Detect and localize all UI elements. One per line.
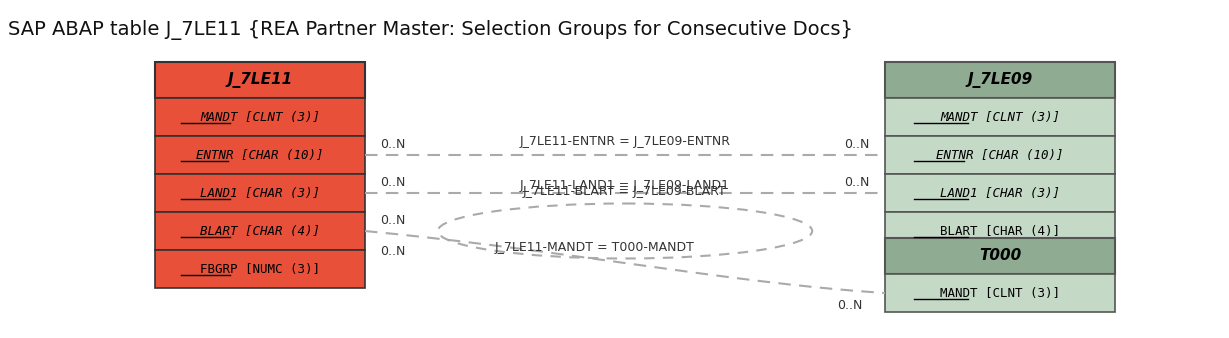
Text: SAP ABAP table J_7LE11 {REA Partner Master: Selection Groups for Consecutive Doc: SAP ABAP table J_7LE11 {REA Partner Mast… (9, 20, 853, 40)
FancyBboxPatch shape (155, 212, 365, 250)
FancyBboxPatch shape (885, 238, 1115, 274)
Text: ENTNR [CHAR (10)]: ENTNR [CHAR (10)] (197, 148, 323, 162)
Text: BLART [CHAR (4)]: BLART [CHAR (4)] (200, 224, 320, 238)
Text: J_7LE11-MANDT = T000-MANDT: J_7LE11-MANDT = T000-MANDT (495, 241, 694, 254)
Text: 0..N: 0..N (844, 138, 870, 151)
FancyBboxPatch shape (885, 136, 1115, 174)
Text: MANDT [CLNT (3)]: MANDT [CLNT (3)] (200, 111, 320, 123)
FancyBboxPatch shape (885, 98, 1115, 136)
FancyBboxPatch shape (885, 274, 1115, 312)
Text: T000: T000 (978, 248, 1021, 264)
FancyBboxPatch shape (885, 174, 1115, 212)
Text: MANDT [CLNT (3)]: MANDT [CLNT (3)] (940, 111, 1059, 123)
Text: LAND1 [CHAR (3)]: LAND1 [CHAR (3)] (200, 187, 320, 199)
Text: J_7LE11-ENTNR = J_7LE09-ENTNR: J_7LE11-ENTNR = J_7LE09-ENTNR (520, 135, 730, 147)
Text: J_7LE11: J_7LE11 (227, 72, 293, 88)
Text: FBGRP [NUMC (3)]: FBGRP [NUMC (3)] (200, 263, 320, 275)
Text: J_7LE09: J_7LE09 (967, 72, 1032, 88)
Text: J_7LE11-LAND1 = J_7LE09-LAND1: J_7LE11-LAND1 = J_7LE09-LAND1 (520, 178, 730, 192)
Text: 0..N: 0..N (837, 299, 863, 312)
Text: 0..N: 0..N (380, 245, 406, 258)
FancyBboxPatch shape (155, 62, 365, 98)
Text: MANDT [CLNT (3)]: MANDT [CLNT (3)] (940, 287, 1059, 299)
Text: J_7LE11-BLART = J_7LE09-BLART: J_7LE11-BLART = J_7LE09-BLART (524, 185, 726, 197)
FancyBboxPatch shape (155, 174, 365, 212)
FancyBboxPatch shape (155, 136, 365, 174)
FancyBboxPatch shape (155, 250, 365, 288)
Text: LAND1 [CHAR (3)]: LAND1 [CHAR (3)] (940, 187, 1059, 199)
FancyBboxPatch shape (885, 62, 1115, 98)
Text: 0..N: 0..N (380, 138, 406, 151)
FancyBboxPatch shape (885, 212, 1115, 250)
Text: BLART [CHAR (4)]: BLART [CHAR (4)] (940, 224, 1059, 238)
Text: 0..N: 0..N (380, 214, 406, 227)
FancyBboxPatch shape (155, 98, 365, 136)
Text: 0..N: 0..N (380, 176, 406, 189)
Text: 0..N: 0..N (844, 176, 870, 189)
Text: ENTNR [CHAR (10)]: ENTNR [CHAR (10)] (936, 148, 1064, 162)
